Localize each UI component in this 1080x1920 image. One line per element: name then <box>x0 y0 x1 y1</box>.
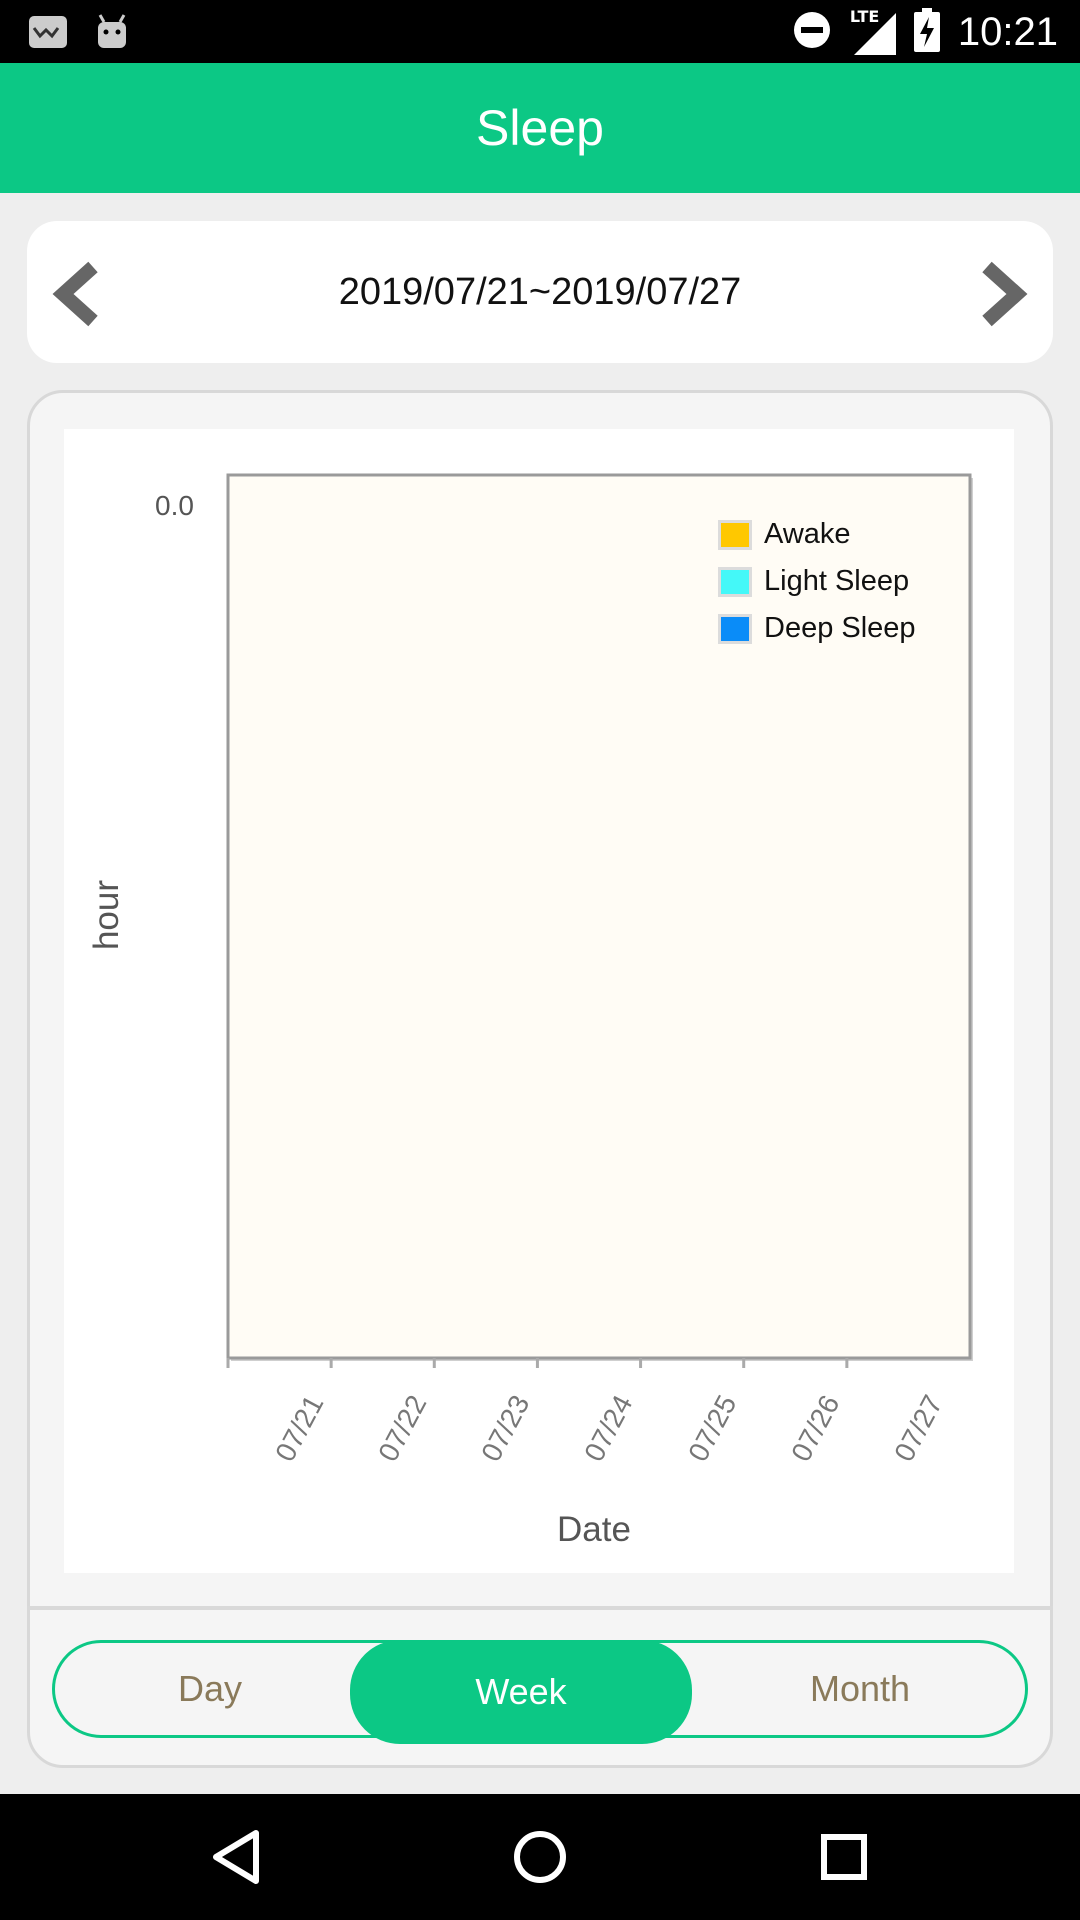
home-icon <box>514 1831 566 1883</box>
sleep-chart <box>226 473 973 1368</box>
tab-month[interactable]: Month <box>809 1668 911 1709</box>
chart-legend: Awake Light Sleep Deep Sleep <box>718 511 916 652</box>
legend-item-light-sleep: Light Sleep <box>718 558 916 605</box>
legend-swatch <box>718 519 752 550</box>
signal-icon: LTE <box>850 7 896 55</box>
chart-area <box>64 429 1014 1573</box>
tab-week[interactable]: Week <box>350 1640 692 1744</box>
legend-item-deep-sleep: Deep Sleep <box>718 605 916 652</box>
legend-swatch <box>718 613 752 644</box>
plot-area <box>226 473 972 1360</box>
tab-day[interactable]: Day <box>177 1668 243 1709</box>
page-title: Sleep <box>476 100 604 156</box>
do-not-disturb-icon <box>792 10 832 54</box>
recents-icon <box>821 1834 867 1880</box>
system-nav-bar <box>0 1794 1080 1920</box>
status-time: 10:21 <box>957 9 1058 54</box>
home-button[interactable] <box>510 1827 570 1887</box>
next-week-button[interactable] <box>971 259 1031 329</box>
y-tick-label: 0.0 <box>155 490 194 521</box>
period-selector: Day Week Month <box>52 1640 1028 1744</box>
x-axis-label: Date <box>557 1510 631 1549</box>
android-icon <box>96 14 128 54</box>
divider <box>27 1606 1053 1610</box>
app-bar: Sleep <box>0 63 1080 193</box>
notification-icon <box>28 14 68 54</box>
legend-label: Deep Sleep <box>764 612 916 644</box>
legend-label: Light Sleep <box>764 565 910 597</box>
recents-button[interactable] <box>814 1827 874 1887</box>
date-range-label: 2019/07/21~2019/07/27 <box>338 271 742 313</box>
previous-week-button[interactable] <box>49 259 109 329</box>
legend-label: Awake <box>764 518 851 550</box>
chevron-left-icon <box>52 261 98 327</box>
y-axis-label: hour <box>87 879 127 951</box>
back-button[interactable] <box>208 1827 268 1887</box>
chevron-right-icon <box>982 261 1028 327</box>
date-navigator: 2019/07/21~2019/07/27 <box>27 221 1053 363</box>
legend-swatch <box>718 566 752 597</box>
battery-charging-icon <box>913 8 940 56</box>
legend-item-awake: Awake <box>718 511 916 558</box>
status-bar: LTE 10:21 <box>0 0 1080 63</box>
back-icon <box>213 1830 259 1884</box>
